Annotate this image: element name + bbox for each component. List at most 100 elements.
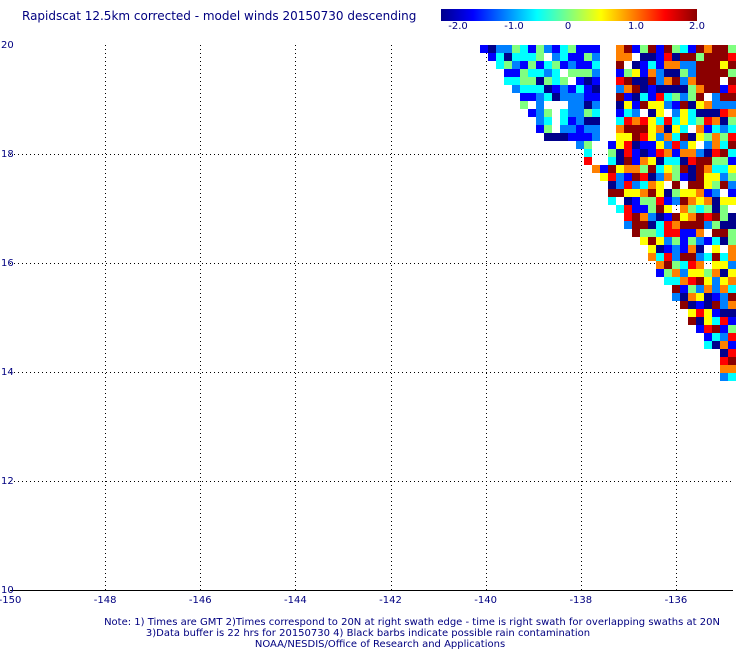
swath-cell [680,45,688,53]
swath-cell [536,53,544,61]
swath-cell [576,117,584,125]
swath-cell [664,141,672,149]
swath-cell [672,181,680,189]
swath-cell [696,45,704,53]
swath-cell [640,197,648,205]
swath-cell [592,165,600,173]
swath-cell [592,133,600,141]
swath-cell [568,69,576,77]
swath-cell [560,77,568,85]
swath-cell [728,317,736,325]
swath-cell [712,341,720,349]
swath-cell [520,101,528,109]
swath-cell [712,253,720,261]
swath-cell [520,69,528,77]
swath-cell [696,293,704,301]
swath-cell [528,85,536,93]
swath-cell [720,365,728,373]
swath-cell [512,77,520,85]
swath-cell [696,269,704,277]
swath-cell [672,117,680,125]
swath-cell [672,85,680,93]
lat-tick-label: 18 [1,149,14,160]
swath-cell [544,117,552,125]
swath-cell [560,85,568,93]
swath-cell [624,117,632,125]
swath-cell [720,149,728,157]
note-line-3: NOAA/NESDIS/Office of Research and Appli… [254,639,506,650]
swath-cell [696,165,704,173]
swath-cell [648,61,656,69]
swath-cell [688,189,696,197]
swath-cell [656,93,664,101]
swath-cell [720,101,728,109]
swath-cell [552,69,560,77]
swath-cell [664,189,672,197]
swath-cell [712,93,720,101]
swath-cell [640,141,648,149]
swath-cell [624,149,632,157]
swath-cell [608,141,616,149]
map-title: Rapidscat 12.5km corrected - model winds… [22,9,417,23]
swath-cell [720,173,728,181]
swath-cell [648,69,656,77]
swath-cell [664,197,672,205]
swath-cell [664,117,672,125]
swath-cell [624,165,632,173]
swath-cell [712,133,720,141]
swath-cell [720,109,728,117]
swath-cell [536,93,544,101]
swath-cell [712,237,720,245]
swath-cell [720,349,728,357]
swath-cell [672,285,680,293]
swath-cell [560,133,568,141]
swath-cell [720,141,728,149]
swath-cell [624,173,632,181]
swath-cell [568,93,576,101]
swath-cell [712,157,720,165]
swath-cell [696,309,704,317]
swath-cell [728,149,736,157]
swath-cell [648,237,656,245]
swath-cell [728,269,736,277]
swath-cell [688,101,696,109]
swath-cell [728,117,736,125]
swath-cell [704,109,712,117]
swath-cell [632,77,640,85]
swath-cell [640,189,648,197]
swath-cell [688,85,696,93]
swath-cell [544,45,552,53]
swath-cell [648,205,656,213]
swath-cell [536,85,544,93]
swath-cell [704,133,712,141]
swath-cell [712,213,720,221]
swath-cell [712,141,720,149]
lon-tick-label: -138 [569,595,592,606]
swath-cell [616,173,624,181]
swath-cell [560,125,568,133]
swath-cell [720,277,728,285]
swath-cell [624,197,632,205]
swath-cell [712,197,720,205]
swath-cell [720,309,728,317]
swath-cell [728,365,736,373]
swath-cell [704,221,712,229]
swath-cell [640,229,648,237]
swath-cell [712,301,720,309]
swath-cell [696,261,704,269]
swath-cell [624,45,632,53]
swath-cell [504,77,512,85]
swath-cell [704,309,712,317]
swath-cell [584,141,592,149]
swath-cell [632,125,640,133]
swath-cell [608,157,616,165]
swath-cell [704,61,712,69]
swath-cell [592,53,600,61]
lat-tick-label: 16 [1,258,14,269]
swath-cell [552,133,560,141]
swath-cell [640,53,648,61]
swath-cell [704,333,712,341]
swath-cell [560,61,568,69]
swath-cell [624,213,632,221]
swath-cell [688,149,696,157]
